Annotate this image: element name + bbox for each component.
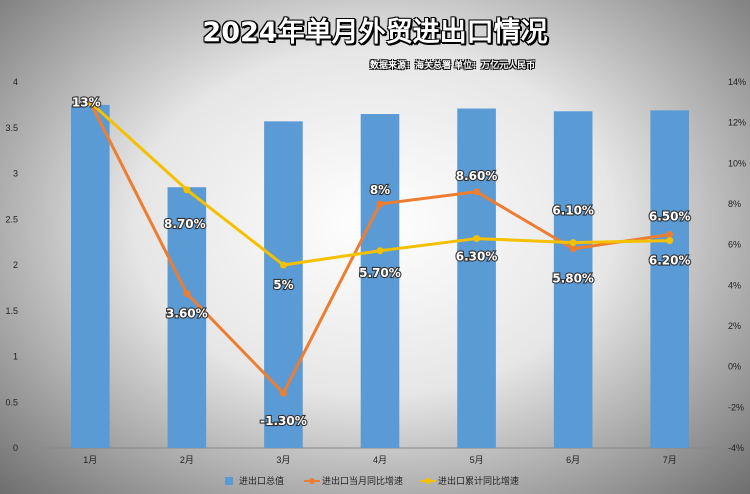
y-right-tick-label: 10% [728, 158, 746, 168]
bar [650, 110, 690, 449]
line-point [279, 389, 287, 397]
line-point [183, 289, 191, 297]
data-label: 5% [273, 278, 293, 292]
bar [167, 187, 207, 448]
y-right-tick-label: 6% [728, 240, 741, 250]
y-left-tick-label: 3.5 [5, 123, 18, 133]
x-tick-label: 6月 [566, 455, 580, 465]
data-label: 3.60% [166, 306, 208, 320]
legend-swatch [225, 477, 233, 485]
bar [553, 111, 593, 448]
legend-label: 进出口总值 [239, 475, 284, 486]
y-right-tick-label: -4% [728, 443, 744, 453]
legend-marker [309, 478, 315, 484]
x-tick-label: 5月 [470, 455, 484, 465]
line-point [376, 247, 384, 255]
data-label: 6.20% [649, 254, 691, 268]
data-label: 6.50% [649, 210, 691, 224]
line-point [666, 231, 674, 238]
bar [457, 108, 496, 448]
data-label: 6.10% [552, 204, 594, 218]
data-label: 8.70% [164, 217, 206, 231]
chart-subtitle: 数据来源：海关总署 单位：万亿元人民币 [370, 61, 536, 71]
x-tick-label: 7月 [663, 455, 677, 465]
legend-marker [425, 478, 431, 484]
chart-title: 2024年单月外贸进出口情况 [202, 17, 548, 48]
legend-label: 进出口累计同比增速 [438, 475, 519, 486]
data-label: 13% [72, 95, 101, 109]
y-right-tick-label: 12% [728, 118, 746, 128]
line-point [279, 261, 287, 269]
y-left-tick-label: 1 [13, 352, 18, 362]
legend-label: 进出口当月同比增速 [322, 475, 403, 486]
data-label: 8% [370, 183, 390, 197]
y-left-tick-label: 2.5 [5, 214, 18, 224]
x-tick-label: 4月 [373, 455, 387, 465]
line-point [376, 200, 384, 208]
x-tick-label: 2月 [180, 455, 194, 465]
y-right-tick-label: 14% [728, 77, 746, 87]
x-tick-label: 1月 [83, 455, 97, 465]
y-right-tick-label: 8% [728, 199, 741, 209]
line-point [86, 98, 94, 106]
data-label: 5.80% [552, 272, 594, 286]
data-label: -1.30% [260, 414, 307, 428]
y-right-tick-label: 0% [728, 362, 741, 372]
line-point [473, 235, 481, 243]
y-right-tick-label: -2% [728, 402, 744, 412]
y-left-tick-label: 4 [13, 77, 18, 87]
y-left-tick-label: 0 [13, 443, 18, 453]
y-right-tick-label: 2% [728, 321, 741, 331]
data-label: 5.70% [359, 266, 401, 280]
bar [70, 104, 110, 448]
bar [360, 114, 400, 449]
line-point [666, 237, 674, 245]
line-point [569, 245, 577, 253]
y-right-tick-label: 4% [728, 280, 741, 290]
y-left-tick-label: 0.5 [5, 397, 18, 407]
y-left-tick-label: 2 [13, 260, 18, 270]
data-label: 8.60% [456, 169, 498, 183]
line-point [569, 239, 577, 247]
x-tick-label: 3月 [276, 455, 290, 465]
line-point [473, 188, 481, 196]
y-left-tick-label: 3 [13, 169, 18, 179]
line-point [183, 186, 191, 194]
data-label: 6.30% [456, 250, 498, 264]
y-left-tick-label: 1.5 [5, 306, 18, 316]
